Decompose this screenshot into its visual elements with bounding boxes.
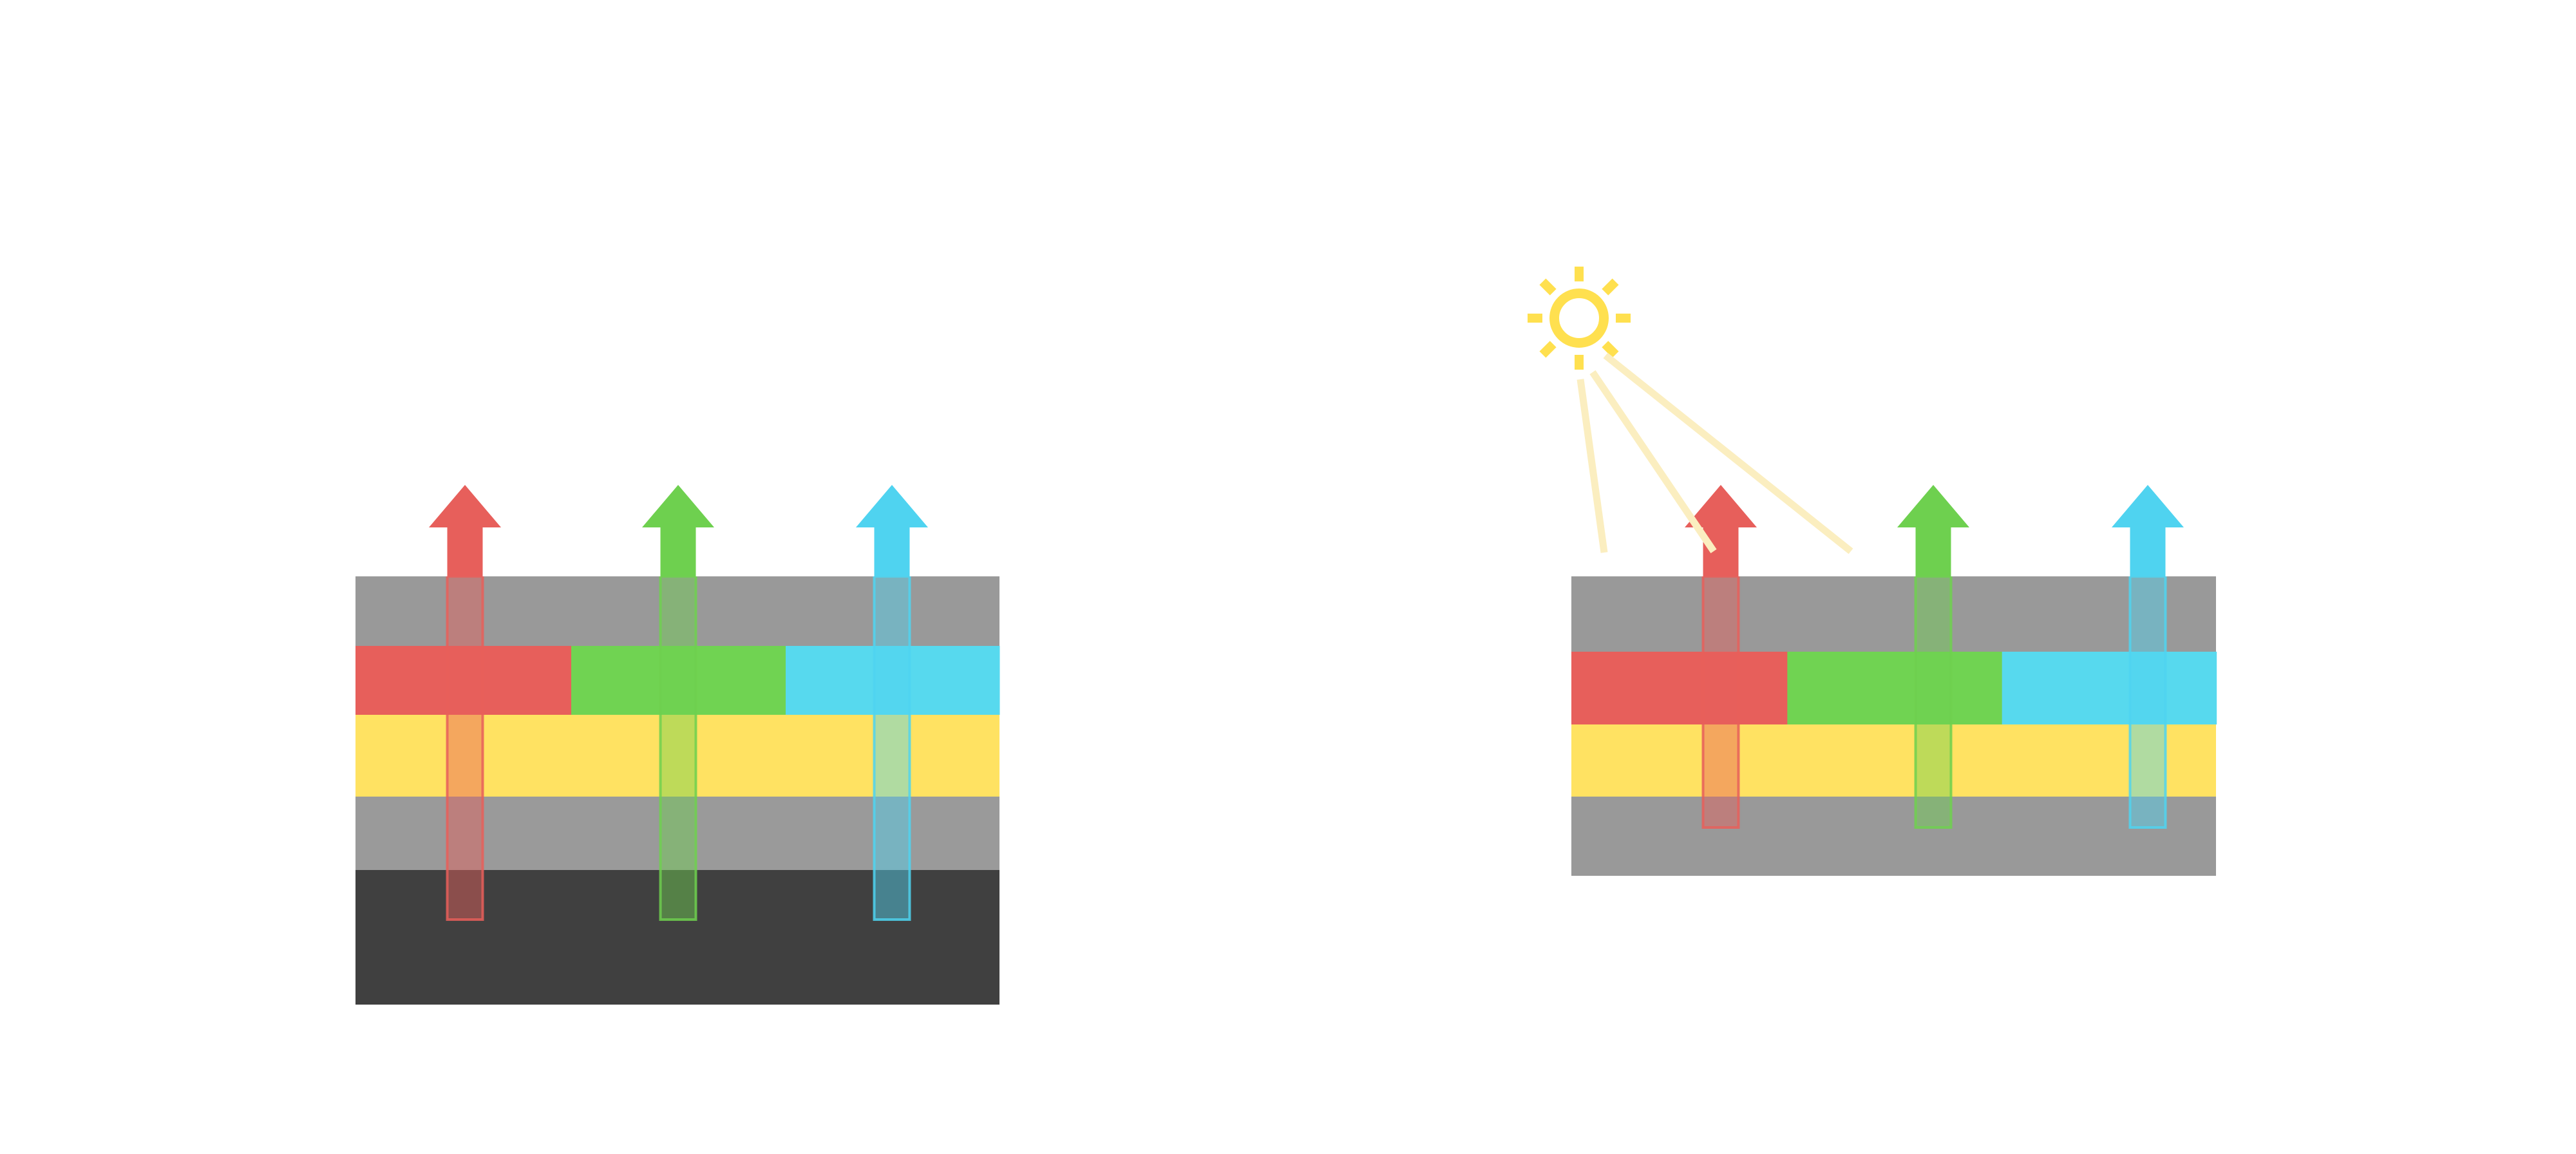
left-panel-red-emission-arrow-shaft-in-stack [446,576,484,921]
sun-icon [1528,267,1631,370]
left-panel-cyan-emission-arrow [856,485,928,576]
right-panel-green-emission-arrow-shaft-in-stack [1914,576,1953,829]
sun-spoke-7 [1539,278,1557,296]
left-panel-cyan-segment [786,646,1000,715]
sun-ring [1549,288,1609,348]
sun-spoke-5 [1539,341,1557,358]
left-panel-arrows-above-surface [429,485,928,576]
left-panel-mid-gray-layer [355,797,999,870]
left-panel-yellow-layer [355,715,999,797]
right-panel-cyan-segment [2002,652,2217,724]
left-panel-green-emission-arrow-shaft-in-stack [659,576,697,921]
left-panel-arrows-inside-stack [446,576,911,921]
sun-spoke-3 [1602,341,1619,358]
right-panel-top-gray-layer [1571,576,2216,652]
left-panel-green-segment [571,646,786,715]
right-panel-light-rays [1577,352,1853,554]
right-panel-layer-stack [1571,576,2217,876]
light-ray-2 [1589,370,1717,554]
light-ray-3 [1603,352,1853,554]
right-panel-green-segment [1787,652,2003,724]
left-panel-green-emission-arrow [642,485,714,576]
right-panel-green-emission-arrow [1897,485,1969,576]
left-panel-red-emission-arrow [429,485,501,576]
right-panel-arrows-inside-stack [1701,576,2167,829]
right-panel-red-emission-arrow [1685,485,1757,576]
left-panel-dark-substrate [355,870,999,1005]
stack-with-solar-illumination [1528,267,2217,876]
right-panel-bottom-gray-layer [1571,797,2216,876]
right-panel-cyan-emission-arrow-shaft-in-stack [2128,576,2167,829]
left-panel-red-segment [355,646,572,715]
right-panel-arrows-above-surface [1685,485,2184,576]
stack-without-illumination [355,485,1000,1005]
right-panel-cyan-emission-arrow [2112,485,2184,576]
left-panel-layer-stack [355,576,1000,1005]
left-panel-top-gray-layer [355,576,999,646]
right-panel-red-emission-arrow-shaft-in-stack [1701,576,1740,829]
right-panel-red-segment [1571,652,1788,724]
right-panel-yellow-layer [1571,724,2216,797]
sun-spoke-1 [1602,278,1619,296]
left-panel-cyan-emission-arrow-shaft-in-stack [873,576,911,921]
light-ray-1 [1577,379,1608,553]
